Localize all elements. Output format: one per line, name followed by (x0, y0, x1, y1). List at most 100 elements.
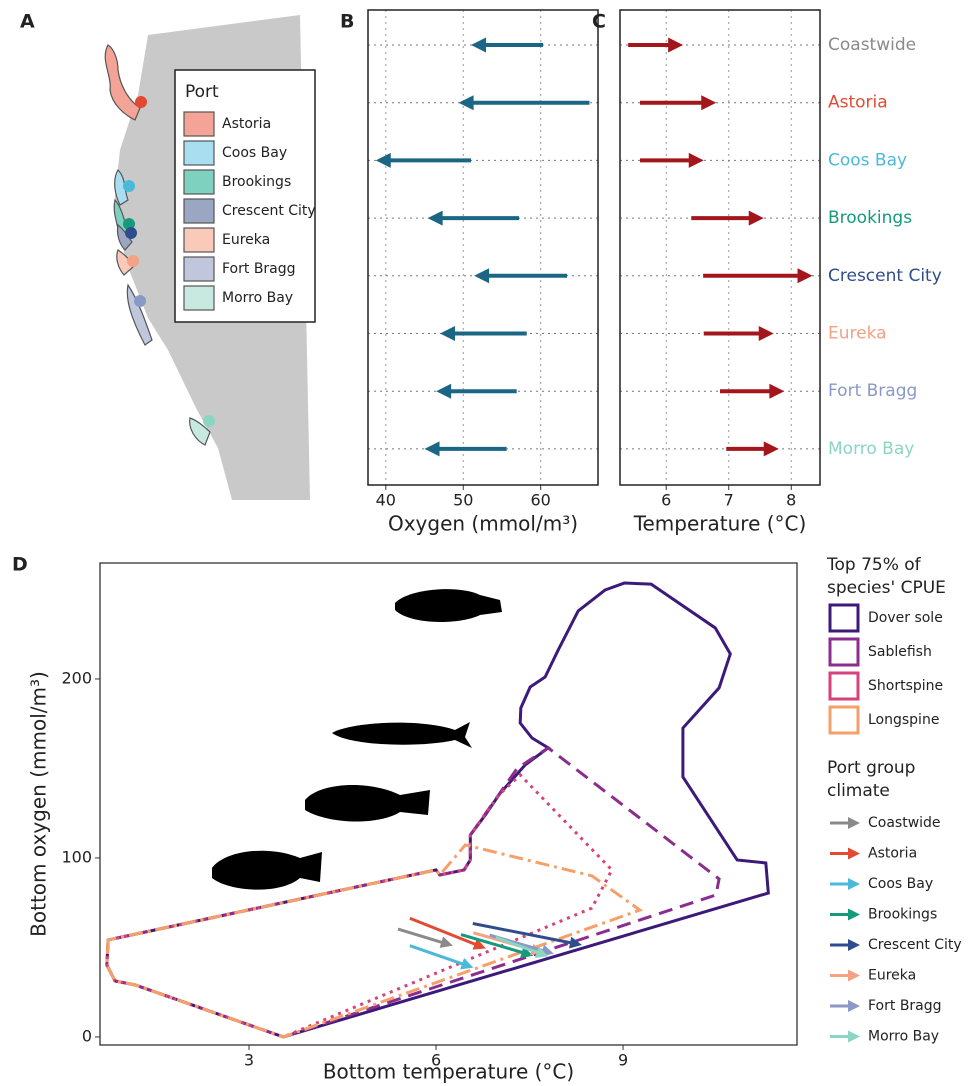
arrow-head (458, 95, 474, 111)
plot-frame (99, 562, 798, 1046)
legend-label: Brookings (868, 907, 937, 923)
port-dot (125, 227, 137, 239)
legend-title: species' CPUE (827, 578, 946, 598)
legend-label: Dover sole (868, 610, 943, 626)
fish-sablefish (332, 722, 472, 748)
arrow (409, 916, 478, 947)
legend-label: Coos Bay (868, 876, 933, 892)
category-label: Coastwide (828, 35, 916, 55)
legend-arrow-head (848, 1030, 860, 1043)
arrow-head (474, 268, 490, 284)
legend-swatch (828, 705, 860, 735)
arrow-head (688, 152, 704, 168)
arrow-head (470, 37, 486, 53)
x-tick-label: 8 (786, 491, 796, 510)
fish-longspine (212, 850, 322, 890)
fish-shortspine (305, 784, 430, 822)
legend-label: Eureka (868, 968, 916, 984)
legend-label: Fort Bragg (222, 261, 296, 277)
legend-label: Crescent City (868, 937, 962, 953)
port-region (189, 417, 211, 446)
legend-title: Port (185, 82, 219, 102)
legend-label: Eureka (222, 232, 270, 248)
port-dot (135, 96, 147, 108)
legend-label: Crescent City (222, 203, 316, 219)
arrow-head (797, 268, 813, 284)
legend-swatch (183, 285, 215, 311)
legend-swatch (183, 169, 215, 195)
y-axis-label: Bottom oxygen (mmol/m³) (27, 671, 51, 937)
x-axis-label: Temperature (°C) (633, 512, 807, 536)
y-tick-label: 0 (82, 1026, 92, 1045)
cpue-polygon (105, 843, 644, 1039)
arrow-head (748, 210, 764, 226)
legend-arrow-head (848, 939, 860, 951)
port-region (114, 169, 129, 206)
legend-swatch (828, 637, 860, 667)
arrow-head (520, 946, 534, 959)
category-label: Morro Bay (828, 439, 914, 459)
port-dot (203, 415, 215, 427)
legend-label: Brookings (222, 174, 291, 190)
port-dot (134, 295, 146, 307)
arrow-head (758, 326, 774, 341)
cpue-polygon (105, 746, 721, 1039)
legend-label: Astoria (222, 116, 271, 132)
arrow-head (375, 152, 391, 168)
legend-title: climate (827, 781, 890, 801)
legend-swatch (183, 140, 215, 166)
arrow (472, 921, 573, 945)
legend-swatch (183, 256, 215, 282)
legend-arrow-head (848, 969, 860, 982)
legend-label: Shortspine (868, 678, 943, 694)
x-tick-label: 3 (244, 1051, 254, 1070)
arrow-head (427, 210, 443, 226)
legend-arrow-head (848, 1000, 860, 1012)
legend-box (174, 69, 316, 323)
legend-arrow-head (848, 817, 860, 829)
panel-label: A (20, 11, 35, 33)
arrow-head (440, 326, 456, 341)
arrow (460, 933, 525, 955)
legend-label: Sablefish (868, 644, 932, 660)
arrow-head (534, 946, 549, 958)
legend-arrow-head (848, 847, 860, 860)
x-axis-label: Oxygen (mmol/m³) (388, 512, 578, 536)
legend-arrow-head (848, 908, 860, 921)
arrow-head (439, 936, 453, 948)
y-tick-label: 100 (61, 847, 92, 866)
y-tick-label: 200 (61, 668, 92, 687)
legend-swatch (183, 198, 215, 224)
arrow-head (472, 938, 486, 950)
port-dot (123, 218, 135, 230)
arrow (397, 927, 445, 945)
legend-label: Fort Bragg (868, 998, 942, 1014)
legend-label: Morro Bay (868, 1029, 939, 1045)
category-label: Fort Bragg (828, 381, 917, 401)
legend-title: Port group (827, 758, 915, 778)
legend-swatch (183, 227, 215, 253)
port-dot (123, 180, 135, 192)
legend-label: Astoria (868, 846, 917, 862)
category-label: Astoria (828, 93, 888, 113)
x-tick-label: 7 (724, 491, 734, 510)
fish-dover-sole (395, 589, 502, 622)
x-tick-label: 40 (376, 491, 396, 510)
legend-label: Morro Bay (222, 290, 293, 306)
x-tick-label: 9 (618, 1051, 628, 1070)
port-region (116, 223, 133, 251)
plot-frame (619, 9, 821, 486)
x-tick-label: 50 (453, 491, 473, 510)
category-label: Eureka (828, 324, 887, 344)
arrow-head (763, 441, 779, 457)
legend-label: Coos Bay (222, 145, 287, 161)
legend-swatch (828, 603, 860, 633)
port-region (116, 249, 135, 276)
panel-label: B (340, 11, 354, 33)
x-tick-label: 6 (431, 1051, 441, 1070)
arrow-head (460, 958, 474, 970)
arrow-head (568, 936, 582, 949)
port-dot (127, 255, 139, 267)
x-axis-label: Bottom temperature (°C) (323, 1060, 574, 1084)
